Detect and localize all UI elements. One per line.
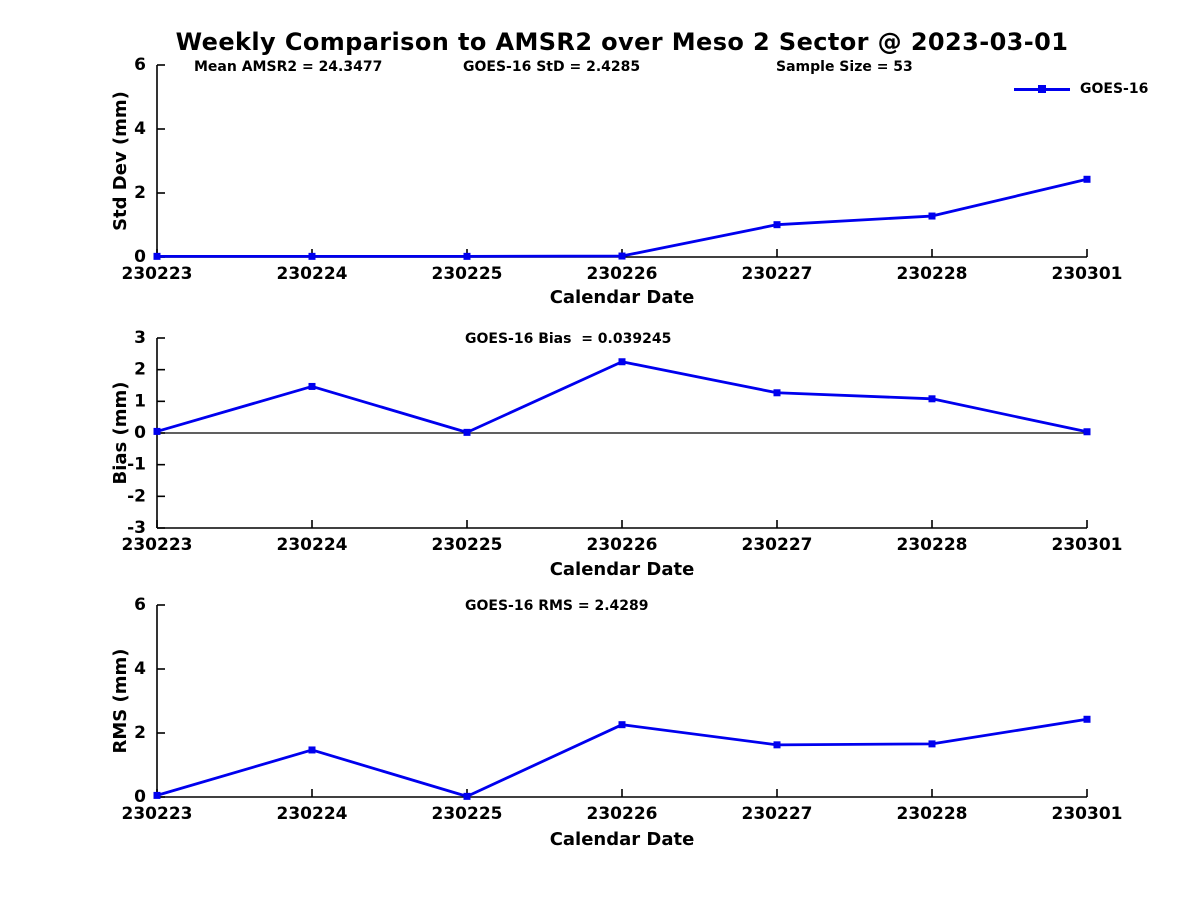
annotation-sample-size: Sample Size = 53 (776, 59, 913, 75)
series-line (156, 717, 1088, 798)
series-line (156, 360, 1088, 434)
x-tick-label: 230228 (897, 804, 968, 824)
y-tick-label: 2 (134, 360, 146, 380)
y-tick-label: 6 (134, 595, 146, 615)
y-tick-label: 3 (134, 328, 146, 348)
x-tick-label: 230223 (122, 804, 193, 824)
xlabel-rms: Calendar Date (549, 829, 695, 850)
xlabel-bias: Calendar Date (549, 559, 695, 580)
y-tick-label: 1 (134, 391, 146, 411)
x-tick-label: 230225 (432, 535, 503, 555)
y-tick-label: -2 (127, 486, 146, 506)
page-title: Weekly Comparison to AMSR2 over Meso 2 S… (175, 28, 1069, 56)
x-tick-label: 230301 (1052, 804, 1123, 824)
x-tick-label: 230224 (277, 535, 348, 555)
x-tick-label: 230228 (897, 535, 968, 555)
annotation-mean-amsr2: Mean AMSR2 = 24.3477 (194, 59, 383, 75)
data-point (308, 746, 316, 754)
data-point (463, 252, 471, 260)
x-tick-label: 230227 (742, 264, 813, 284)
data-point (153, 427, 161, 435)
x-tick-label: 230227 (742, 804, 813, 824)
x-tick-label: 230227 (742, 535, 813, 555)
legend-marker-icon (1038, 85, 1046, 93)
y-tick-label: 4 (134, 119, 146, 139)
data-point (153, 252, 161, 260)
y-tick-label: 0 (134, 423, 146, 443)
xlabel-std-dev: Calendar Date (549, 287, 695, 308)
data-point (1083, 175, 1091, 183)
x-tick-label: 230226 (587, 264, 658, 284)
x-tick-label: 230225 (432, 804, 503, 824)
data-point (928, 395, 936, 403)
data-point (308, 382, 316, 390)
x-tick-label: 230228 (897, 264, 968, 284)
legend-label: GOES-16 (1080, 81, 1149, 97)
x-tick-label: 230226 (587, 804, 658, 824)
annotation-goes16-std: GOES-16 StD = 2.4285 (463, 59, 641, 75)
x-tick-label: 230223 (122, 535, 193, 555)
data-point (308, 252, 316, 260)
data-point (928, 740, 936, 748)
data-point (773, 221, 781, 229)
data-point (153, 791, 161, 799)
legend: GOES-16 (1014, 81, 1148, 97)
x-tick-label: 230225 (432, 264, 503, 284)
y-tick-label: 2 (134, 723, 146, 743)
data-point (1083, 715, 1091, 723)
x-tick-label: 230223 (122, 264, 193, 284)
y-tick-label: 0 (134, 787, 146, 807)
data-point (773, 389, 781, 397)
data-point (463, 428, 471, 436)
x-tick-label: 230226 (587, 535, 658, 555)
data-point (463, 792, 471, 800)
x-tick-label: 230224 (277, 804, 348, 824)
y-tick-label: 2 (134, 183, 146, 203)
data-point (928, 212, 936, 220)
annotation-goes16-bias: GOES-16 Bias = 0.039245 (465, 331, 672, 347)
series-line (157, 177, 1088, 258)
data-point (618, 721, 626, 729)
legend-line-sample (1014, 85, 1070, 93)
y-tick-label: 4 (134, 659, 146, 679)
data-point (618, 358, 626, 366)
data-point (773, 741, 781, 749)
y-tick-label: 6 (134, 55, 146, 75)
x-tick-label: 230224 (277, 264, 348, 284)
x-tick-label: 230301 (1052, 264, 1123, 284)
data-point (618, 252, 626, 260)
y-tick-label: 0 (134, 247, 146, 267)
annotation-goes16-rms: GOES-16 RMS = 2.4289 (465, 598, 649, 614)
y-tick-label: -1 (127, 455, 146, 475)
y-tick-label: -3 (127, 518, 146, 538)
data-point (1083, 428, 1091, 436)
x-tick-label: 230301 (1052, 535, 1123, 555)
